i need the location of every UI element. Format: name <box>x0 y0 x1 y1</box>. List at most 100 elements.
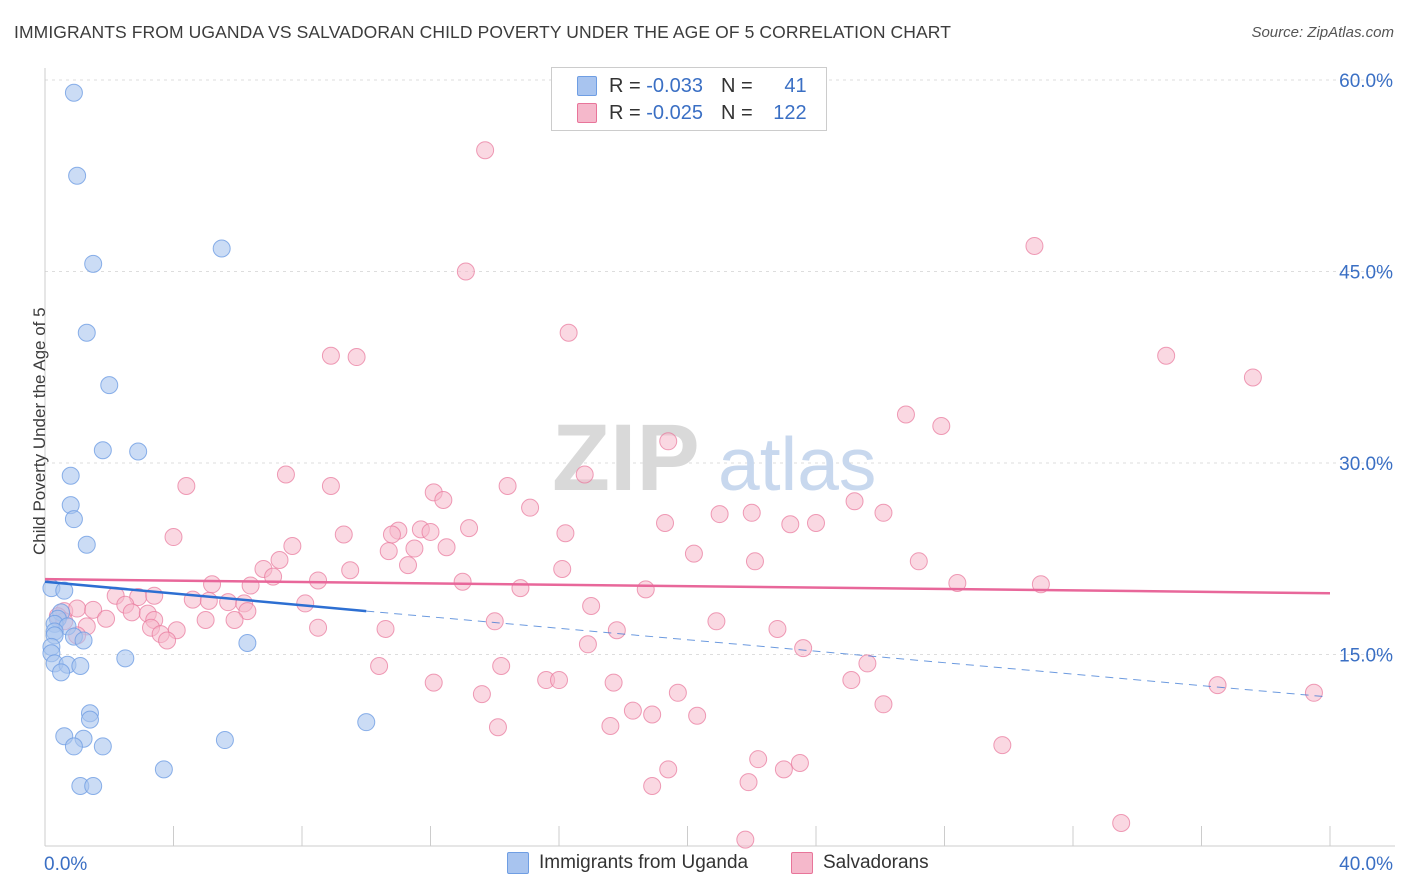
salvadorans-point <box>553 559 572 578</box>
salvadorans-point <box>623 701 642 720</box>
salvadorans-point <box>874 695 893 714</box>
salvadorans-point <box>1157 346 1176 365</box>
salvadorans-points <box>48 141 1323 849</box>
salvadorans-point <box>164 528 183 547</box>
uganda-point <box>93 737 112 756</box>
salvadorans-point <box>521 498 540 517</box>
uganda-point <box>215 731 234 750</box>
salvadorans-point <box>575 465 594 484</box>
salvadorans-point <box>219 593 238 612</box>
salvadorans-point <box>768 619 787 638</box>
uganda-point <box>84 254 103 273</box>
salvadorans-point <box>739 773 758 792</box>
salvadorans-point <box>774 760 793 779</box>
salvadorans-point <box>122 603 141 622</box>
watermark-zip: ZIP <box>552 405 700 511</box>
salvadorans-point <box>296 594 315 613</box>
legend-swatch-uganda <box>577 76 597 96</box>
y-tick-label: 30.0% <box>1339 454 1393 475</box>
salvadorans-point <box>225 611 244 630</box>
salvadorans-point <box>896 405 915 424</box>
salvadorans-point <box>842 671 861 690</box>
salvadorans-point <box>807 514 825 533</box>
series-legend: Immigrants from Uganda Salvadorans <box>0 852 1406 878</box>
salvadorans-point <box>276 465 295 484</box>
salvadorans-point <box>707 612 726 631</box>
legend-row-uganda: R = -0.033 N = 41 <box>552 74 807 98</box>
salvadorans-trend-line <box>44 577 1331 595</box>
uganda-point <box>84 776 103 795</box>
salvadorans-point <box>659 432 678 451</box>
legend-n-label: N = <box>720 74 753 97</box>
salvadorans-point <box>84 600 103 619</box>
salvadorans-point <box>203 575 222 594</box>
uganda-point <box>64 83 83 102</box>
salvadorans-point <box>309 571 328 590</box>
uganda-point <box>64 737 83 756</box>
legend-r-value: -0.025 <box>646 101 703 124</box>
salvadorans-point <box>1025 236 1044 255</box>
salvadorans-point <box>399 556 418 575</box>
salvadorans-point <box>270 551 289 570</box>
salvadorans-point <box>794 639 813 658</box>
salvadorans-point <box>405 539 424 558</box>
trend-lines <box>44 577 1331 698</box>
salvadorans-point <box>604 673 623 692</box>
salvadorans-point <box>656 514 675 533</box>
salvadorans-point <box>550 671 568 690</box>
legend-swatch-salvadorans <box>791 852 813 874</box>
salvadorans-point <box>453 572 472 591</box>
uganda-point <box>52 663 71 682</box>
salvadorans-point <box>607 621 626 640</box>
salvadorans-point <box>636 580 655 599</box>
uganda-point <box>55 581 74 600</box>
salvadorans-point <box>948 574 967 593</box>
salvadorans-point <box>145 586 164 605</box>
salvadorans-point <box>932 416 951 435</box>
salvadorans-point <box>790 754 809 773</box>
salvadorans-point <box>1243 368 1262 387</box>
salvadorans-point <box>781 515 800 534</box>
legend-n-value: 41 <box>784 74 807 97</box>
salvadorans-point <box>321 476 340 495</box>
uganda-point <box>68 166 87 185</box>
uganda-point <box>357 713 376 732</box>
uganda-point <box>100 376 119 395</box>
watermark-atlas: atlas <box>718 422 876 506</box>
uganda-point <box>74 631 93 650</box>
salvadorans-point <box>492 656 511 675</box>
salvadorans-point <box>334 525 353 544</box>
y-axis-label: Child Poverty Under the Age of 5 <box>30 307 49 555</box>
salvadorans-point <box>742 503 761 522</box>
salvadorans-point <box>488 718 507 737</box>
salvadorans-point <box>578 635 597 654</box>
salvadorans-point <box>1304 683 1323 702</box>
salvadorans-point <box>476 141 495 160</box>
salvadorans-point <box>472 685 491 704</box>
y-tick-label: 45.0% <box>1339 263 1393 284</box>
salvadorans-point <box>382 525 401 544</box>
salvadorans-point <box>1112 814 1131 833</box>
uganda-trend-line <box>44 580 367 613</box>
salvadorans-point <box>283 536 302 555</box>
legend-row-salvadorans: R = -0.025 N = 122 <box>552 101 807 125</box>
salvadorans-point <box>1208 676 1227 695</box>
salvadorans-point <box>668 683 687 702</box>
salvadorans-point <box>643 705 662 724</box>
salvadorans-point <box>241 576 260 595</box>
correlation-legend: R = -0.033 N = 41 R = -0.025 N = 122 <box>551 67 827 131</box>
salvadorans-point <box>376 619 395 638</box>
salvadorans-point <box>643 776 662 795</box>
salvadorans-point <box>749 750 768 769</box>
uganda-point <box>71 656 90 675</box>
salvadorans-point <box>196 611 215 630</box>
tick-labels: 15.0% 30.0% 45.0% 60.0% 0.0% 40.0% <box>44 71 1393 875</box>
salvadorans-point <box>424 673 443 692</box>
salvadorans-point <box>370 656 389 675</box>
salvadorans-point <box>845 492 864 511</box>
uganda-point <box>154 760 173 779</box>
salvadorans-point <box>582 596 601 615</box>
salvadorans-point <box>659 760 678 779</box>
salvadorans-point <box>874 503 893 522</box>
